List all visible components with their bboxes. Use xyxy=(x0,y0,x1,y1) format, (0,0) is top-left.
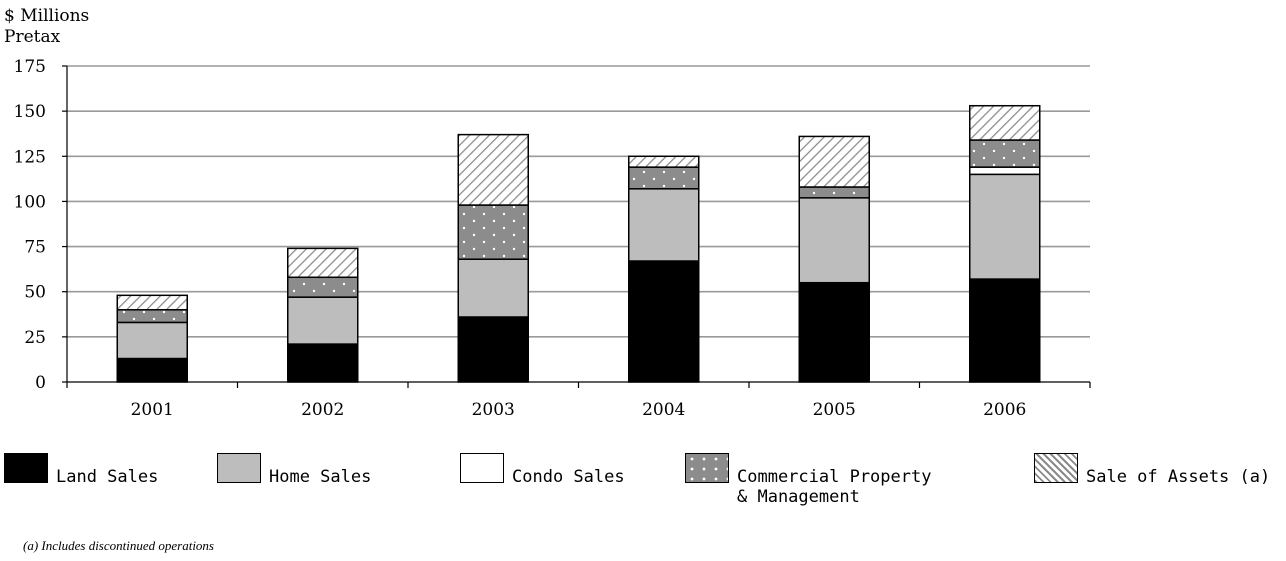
legend-label: Commercial Property & Management xyxy=(737,467,932,507)
y-axis-title-line-1: $ Millions xyxy=(4,6,90,26)
bar-segment xyxy=(969,173,1041,280)
bar-segment xyxy=(628,155,700,168)
bar-segment xyxy=(798,135,870,188)
x-tick-label: 2002 xyxy=(301,400,344,420)
bar-segment xyxy=(969,166,1041,176)
legend-label: Sale of Assets (a) xyxy=(1086,467,1271,487)
legend-label: Home Sales xyxy=(269,467,372,487)
bar-segment xyxy=(116,309,188,324)
x-tick-label: 2004 xyxy=(642,400,685,420)
bar-segment xyxy=(969,278,1041,383)
y-axis-title-line-2: Pretax xyxy=(4,27,61,47)
legend-label: Condo Sales xyxy=(512,467,625,487)
x-tick-label: 2001 xyxy=(131,400,174,420)
y-tick-label: 125 xyxy=(14,147,46,167)
footnote: (a) Includes discontinued operations xyxy=(23,538,214,553)
bar-segment xyxy=(798,186,870,199)
y-tick-label: 100 xyxy=(14,192,46,212)
axes xyxy=(62,65,1091,388)
y-tick-label: 175 xyxy=(14,57,46,77)
bar-segment xyxy=(116,357,188,383)
bar-segment xyxy=(287,343,359,383)
x-tick-label: 2006 xyxy=(983,400,1026,420)
legend-label: Land Sales xyxy=(56,467,159,487)
bar-segment xyxy=(116,294,188,311)
y-tick-label: 25 xyxy=(24,328,46,348)
bar-segment xyxy=(969,139,1041,168)
y-tick-label: 75 xyxy=(24,238,46,258)
tick-labels: 0 25 50 75 100 125 150 175 2001 2002 2003 2004 2005 2… xyxy=(14,57,1027,420)
bar-segment xyxy=(798,197,870,284)
legend-item: Sale of Assets (a) xyxy=(1034,453,1270,487)
x-tick-label: 2005 xyxy=(813,400,856,420)
bar-segment xyxy=(969,104,1041,141)
gridlines xyxy=(67,65,1090,338)
bar-segment xyxy=(116,321,188,360)
legend-item: Commercial Property & Management xyxy=(685,453,931,507)
legend-swatch xyxy=(217,453,261,483)
bar-segment xyxy=(798,281,870,383)
bar-segment xyxy=(287,276,359,298)
bar-segment xyxy=(457,316,529,383)
bar-segment xyxy=(287,247,359,279)
y-tick-label: 0 xyxy=(35,373,46,393)
stacked-bar-chart: 0 25 50 75 100 125 150 175 2001 2002 2003 2004 2005 2… xyxy=(14,57,1091,420)
legend-item: Home Sales xyxy=(217,453,371,487)
y-tick-label: 50 xyxy=(24,283,46,303)
legend-swatch xyxy=(685,453,729,483)
legend-item: Condo Sales xyxy=(460,453,625,487)
x-tick-label: 2003 xyxy=(472,400,515,420)
bar-segment xyxy=(457,204,529,260)
bar-segment xyxy=(457,258,529,318)
bar-segment xyxy=(628,188,700,262)
legend-item: Land Sales xyxy=(4,453,158,487)
legend-swatch xyxy=(460,453,504,483)
bar-segment xyxy=(287,296,359,345)
bar-segment xyxy=(457,133,529,206)
legend-swatch xyxy=(1034,453,1078,483)
y-axis-title: $ Millions Pretax xyxy=(4,6,89,48)
bars xyxy=(116,104,1041,383)
legend-swatch xyxy=(4,453,48,483)
bar-segment xyxy=(628,260,700,383)
bar-segment xyxy=(628,166,700,190)
y-tick-label: 150 xyxy=(14,102,46,122)
